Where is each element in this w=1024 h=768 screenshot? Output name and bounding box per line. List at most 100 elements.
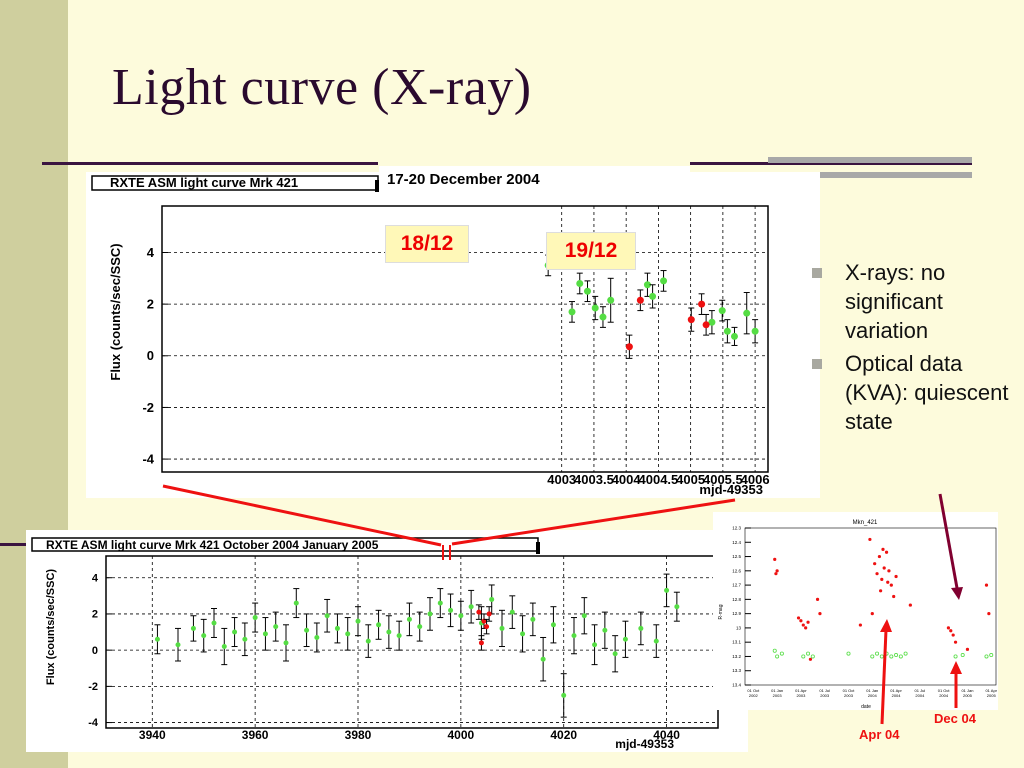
y-tick-label: -2 [88, 681, 98, 693]
day-callout-19: 19/12 [546, 232, 636, 270]
data-point [211, 620, 217, 626]
data-point [583, 287, 591, 295]
data-point [987, 612, 991, 616]
data-point [870, 654, 875, 659]
y-tick-label: 12.5 [732, 554, 741, 559]
data-point [879, 589, 883, 593]
data-point [376, 622, 382, 628]
y-tick-label: -4 [142, 451, 154, 466]
x-tick-label: 01 Jul [819, 688, 830, 693]
data-point [458, 613, 464, 619]
data-point [815, 597, 820, 601]
data-point [324, 613, 330, 619]
y-tick-label: 13.2 [732, 654, 741, 659]
bullet-text: X-rays: no significant variation [845, 260, 946, 343]
data-point [796, 616, 801, 620]
data-point [636, 296, 644, 304]
data-point [221, 644, 227, 650]
data-point [660, 277, 668, 285]
bullet-item: Optical data (KVA): quiescent state [812, 349, 1017, 436]
apr-label: Apr 04 [859, 727, 900, 742]
y-tick-label: 12.4 [732, 540, 741, 545]
data-point [894, 653, 899, 658]
chart-ylabel: Flux (counts/sec/SSC) [45, 569, 57, 685]
data-point [953, 654, 958, 659]
data-point [730, 332, 738, 340]
x-tick-label: 4004 [612, 472, 642, 487]
data-point [877, 554, 882, 559]
y-tick-label: 12.7 [732, 583, 741, 588]
data-point [622, 636, 628, 642]
data-point [283, 640, 289, 646]
chart-title-shadow [536, 542, 540, 554]
x-tick-label: 4000 [448, 728, 475, 742]
data-point [806, 651, 811, 656]
title-rule-deco-2 [768, 172, 972, 178]
data-point [607, 296, 615, 304]
plot-frame [744, 527, 997, 686]
data-point [581, 613, 587, 619]
chart-xray-full: RXTE ASM light curve Mrk 421 October 200… [26, 530, 748, 752]
data-point [427, 611, 433, 617]
data-point [481, 618, 487, 624]
data-point [808, 657, 813, 661]
title-rule-deco [768, 157, 972, 163]
x-tick-label: 01 Jan [961, 688, 973, 693]
data-point [886, 580, 890, 584]
day-callout-18-text: 18/12 [400, 232, 454, 255]
y-tick-label: 4 [147, 245, 155, 260]
x-tick-label: 4005.5 [703, 472, 743, 487]
data-point [612, 651, 618, 657]
y-tick-label: 13 [736, 625, 742, 630]
data-point [903, 651, 908, 656]
y-tick-label: 0 [92, 645, 98, 657]
data-point [530, 616, 536, 622]
data-point [499, 625, 505, 631]
data-point [262, 631, 268, 637]
data-point [468, 604, 474, 610]
data-point [540, 656, 546, 662]
data-point [818, 612, 822, 616]
slide-title: Light curve (X-ray) [112, 59, 532, 116]
data-point [984, 654, 989, 659]
x-tick-label: 01 Oct [843, 688, 856, 693]
data-point [949, 629, 953, 633]
data-point [345, 631, 351, 637]
data-point [365, 638, 371, 644]
x-tick-label: 01 Jul [915, 688, 926, 693]
data-point [201, 633, 207, 639]
data-point [799, 619, 803, 623]
x-tick-label: 2004 [915, 693, 925, 698]
data-point [154, 636, 160, 642]
data-point [953, 640, 958, 644]
data-point [873, 562, 877, 566]
chart-xlabel: mjd-49353 [615, 737, 674, 751]
y-tick-label: 13.1 [732, 640, 741, 645]
data-point [884, 550, 889, 554]
data-point [334, 625, 340, 631]
bullet-text: Optical data (KVA): quiescent state [845, 351, 1009, 434]
data-point [846, 651, 851, 656]
data-point [898, 654, 903, 659]
data-point [882, 566, 886, 570]
data-point [568, 308, 576, 316]
day-callout-18: 18/12 [385, 225, 469, 263]
data-point [810, 654, 815, 659]
x-tick-label: 2003 [820, 693, 830, 698]
data-point [273, 624, 279, 630]
data-point [509, 609, 515, 615]
data-point [875, 572, 879, 576]
y-tick-label: 13.3 [732, 668, 741, 673]
y-tick-label: 0 [147, 348, 154, 363]
x-tick-label: 4004.5 [639, 472, 679, 487]
data-point [484, 624, 490, 630]
y-tick-label: 2 [147, 296, 154, 311]
data-point [674, 604, 680, 610]
y-tick-label: -4 [88, 717, 99, 729]
title-rule-left [42, 162, 378, 165]
x-tick-label: 01 Jan [866, 688, 878, 693]
data-point [599, 313, 607, 321]
y-tick-label: 13.4 [732, 683, 741, 688]
